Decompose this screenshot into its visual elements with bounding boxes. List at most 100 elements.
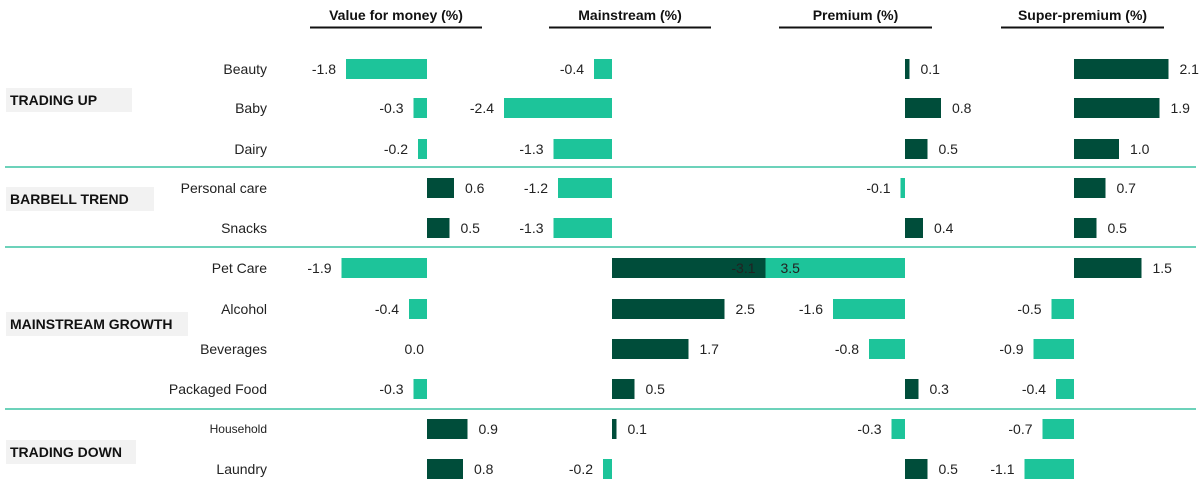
value-label-p1-5: 0.5 <box>461 220 481 236</box>
bar-p2-9 <box>612 379 635 399</box>
value-label-p4-4: 0.7 <box>1117 180 1137 196</box>
value-label-p2-7: 2.5 <box>736 301 756 317</box>
category-label-6: Pet Care <box>212 260 267 276</box>
value-label-p1-3: -0.2 <box>384 141 408 157</box>
panel-header-1: Value for money (%) <box>329 7 463 23</box>
value-label-p3-2: 0.8 <box>952 100 972 116</box>
bar-p4-4 <box>1074 178 1106 198</box>
value-label-p4-8: -0.9 <box>999 341 1023 357</box>
panel-header-3: Premium (%) <box>813 7 899 23</box>
category-label-8: Beverages <box>200 341 267 357</box>
value-label-p4-9: -0.4 <box>1022 381 1046 397</box>
bar-p4-11 <box>1024 459 1074 479</box>
category-label-9: Packaged Food <box>169 381 267 397</box>
bar-p3-11 <box>905 459 928 479</box>
value-label-p1-11: 0.8 <box>474 461 494 477</box>
value-label-p1-7: -0.4 <box>375 301 399 317</box>
group-labels: TRADING UP BARBELL TREND MAINSTREAM GROWTH… <box>6 88 188 464</box>
bar-p4-10 <box>1042 419 1074 439</box>
category-label-10: Household <box>210 422 267 436</box>
bar-p3-7 <box>833 299 905 319</box>
bar-p1-3 <box>418 139 427 159</box>
value-label-p4-3: 1.0 <box>1130 141 1150 157</box>
value-label-p2-1: -0.4 <box>560 61 584 77</box>
bar-p3-9 <box>905 379 919 399</box>
value-label-p2-9: 0.5 <box>646 381 666 397</box>
value-label-p2-11: -0.2 <box>569 461 593 477</box>
category-label-3: Dairy <box>234 141 267 157</box>
group-label-bg-3 <box>6 312 188 336</box>
value-label-p2-5: -1.3 <box>519 220 543 236</box>
value-label-p1-10: 0.9 <box>479 421 499 437</box>
bar-p3-6 <box>765 258 905 278</box>
bar-p2-2 <box>504 98 612 118</box>
bar-p2-4 <box>558 178 612 198</box>
category-label-5: Snacks <box>221 220 267 236</box>
bar-p1-6 <box>341 258 427 278</box>
bar-p2-8 <box>612 339 689 359</box>
group-label-bg-2 <box>6 187 154 211</box>
bar-p3-3 <box>905 139 928 159</box>
bar-p3-4 <box>900 178 905 198</box>
value-label-p3-9: 0.3 <box>930 381 950 397</box>
value-label-p1-9: -0.3 <box>379 381 403 397</box>
bar-p3-1 <box>905 59 910 79</box>
category-labels: Beauty Baby Dairy Personal care Snacks Pet Ca… <box>169 61 267 477</box>
value-label-p4-5: 0.5 <box>1108 220 1128 236</box>
category-label-11: Laundry <box>216 461 267 477</box>
group-label-bg-4 <box>6 440 136 464</box>
value-label-p2-10: 0.1 <box>628 421 648 437</box>
bar-p1-1 <box>346 59 427 79</box>
value-label-p1-6: -1.9 <box>307 260 331 276</box>
bar-p2-3 <box>553 139 612 159</box>
value-label-p4-7: -0.5 <box>1017 301 1041 317</box>
value-label-p3-3: 0.5 <box>939 141 959 157</box>
value-label-p2-6: 3.5 <box>781 260 801 276</box>
value-label-p3-6: -3.1 <box>731 260 755 276</box>
panel-header-4: Super-premium (%) <box>1018 7 1147 23</box>
value-label-p3-5: 0.4 <box>934 220 954 236</box>
bar-p2-1 <box>594 59 612 79</box>
bar-p2-11 <box>603 459 612 479</box>
value-label-p2-2: -2.4 <box>470 100 494 116</box>
bar-p1-2 <box>413 98 427 118</box>
value-label-p4-11: -1.1 <box>990 461 1014 477</box>
bar-p1-10 <box>427 419 468 439</box>
bar-p4-8 <box>1033 339 1074 359</box>
value-label-p2-4: -1.2 <box>524 180 548 196</box>
bar-p2-6 <box>612 258 770 278</box>
category-label-7: Alcohol <box>221 301 267 317</box>
bar-p4-5 <box>1074 218 1097 238</box>
value-label-p1-4: 0.6 <box>465 180 485 196</box>
bars <box>341 59 1169 479</box>
bar-p1-9 <box>413 379 427 399</box>
bar-p4-7 <box>1051 299 1074 319</box>
bar-p4-3 <box>1074 139 1119 159</box>
category-label-2: Baby <box>235 100 267 116</box>
bar-p1-4 <box>427 178 454 198</box>
group-label-2: BARBELL TREND <box>10 191 129 207</box>
group-label-4: TRADING DOWN <box>10 444 122 460</box>
value-label-p1-8: 0.0 <box>405 341 425 357</box>
value-label-p3-4: -0.1 <box>866 180 890 196</box>
group-dividers <box>5 166 1196 410</box>
value-label-p3-7: -1.6 <box>799 301 823 317</box>
category-label-1: Beauty <box>223 61 267 77</box>
value-label-p4-2: 1.9 <box>1171 100 1191 116</box>
bar-p3-2 <box>905 98 941 118</box>
value-label-p4-1: 2.1 <box>1180 61 1199 77</box>
bar-p3-5 <box>905 218 923 238</box>
value-label-p2-3: -1.3 <box>519 141 543 157</box>
value-label-p3-10: -0.3 <box>857 421 881 437</box>
bar-p4-2 <box>1074 98 1160 118</box>
panel-header-2: Mainstream (%) <box>578 7 681 23</box>
group-label-bg-1 <box>6 88 132 112</box>
value-label-p1-1: -1.8 <box>312 61 336 77</box>
bar-p4-6 <box>1074 258 1142 278</box>
bar-p1-5 <box>427 218 450 238</box>
value-label-p3-11: 0.5 <box>939 461 959 477</box>
value-label-p2-8: 1.7 <box>700 341 720 357</box>
value-label-p1-2: -0.3 <box>379 100 403 116</box>
value-label-p3-8: -0.8 <box>835 341 859 357</box>
